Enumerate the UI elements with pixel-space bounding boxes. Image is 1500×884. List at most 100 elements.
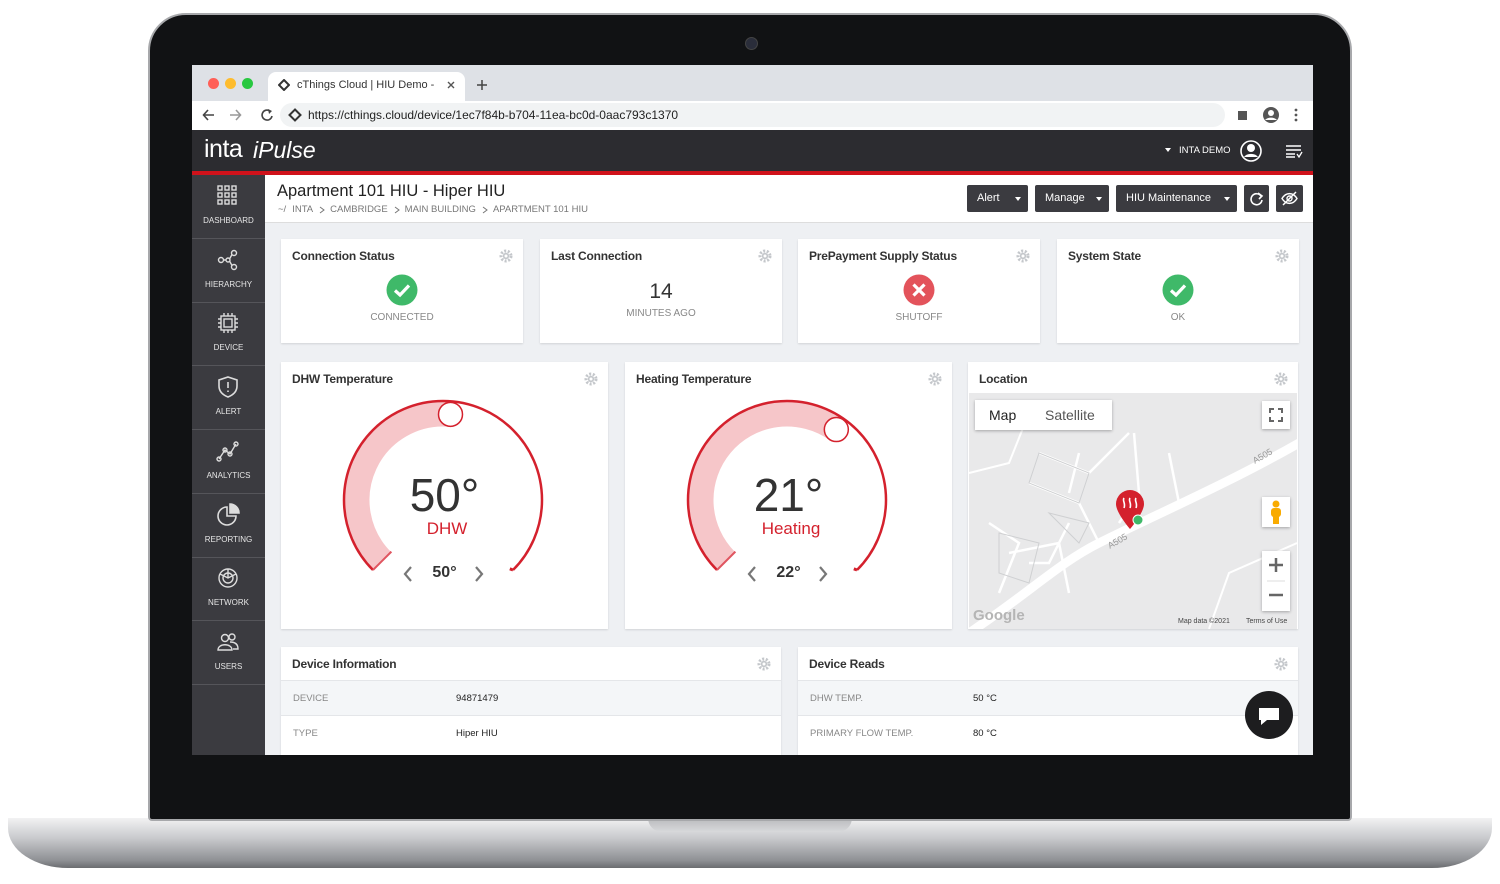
header-button[interactable]: Alert	[967, 185, 1028, 212]
card-title: DHW Temperature	[292, 372, 393, 386]
sidebar-label: ANALYTICS	[206, 470, 251, 480]
settings-icon[interactable]	[1275, 249, 1289, 263]
street-view[interactable]	[1262, 497, 1290, 527]
breadcrumb-separator	[394, 206, 400, 214]
header-button[interactable]: Manage	[1035, 185, 1109, 212]
row-value: Hiper HIU	[456, 728, 498, 739]
browser-icons[interactable]	[1236, 106, 1306, 124]
sidebar-icon	[218, 313, 238, 334]
active-tab[interactable]	[268, 72, 465, 101]
sidebar-icon	[218, 376, 238, 398]
settings-icon[interactable]	[1016, 249, 1030, 263]
header-accent	[192, 171, 1313, 175]
button-caret	[1096, 197, 1102, 201]
menu-icon[interactable]	[1285, 144, 1303, 158]
gauge-card: Heating Temperature 21° Heating 22°	[625, 362, 952, 629]
breadcrumb-item[interactable]: CAMBRIDGE	[330, 204, 388, 215]
row-label: DHW TEMP.	[810, 693, 863, 704]
settings-icon[interactable]	[757, 657, 771, 671]
logo-main: inta	[204, 135, 243, 163]
camera	[745, 37, 758, 50]
table-card: Device Information DEVICE 94871479 TYPE Hipe…	[281, 647, 781, 755]
laptop-notch	[648, 818, 852, 832]
breadcrumb-item[interactable]: INTA	[292, 204, 314, 215]
settings-icon[interactable]	[1274, 372, 1288, 386]
map[interactable]: A505 A505 Map Satellite Google Map data ©2021…	[969, 393, 1297, 629]
user-name[interactable]: INTA DEMO	[1179, 145, 1231, 156]
sidebar-label: DEVICE	[213, 343, 244, 353]
close-dot[interactable]	[208, 78, 219, 89]
table-row: TYPE Hiper HIU	[281, 715, 781, 751]
gauge-label: DHW	[426, 519, 468, 538]
sidebar-item[interactable]: DEVICE	[192, 302, 265, 367]
row-label: DEVICE	[293, 693, 329, 704]
sidebar-item[interactable]: ALERT	[192, 366, 265, 431]
map-terms[interactable]: Terms of Use	[1246, 618, 1288, 625]
status-icon	[386, 274, 418, 306]
refresh-icon	[1250, 192, 1264, 206]
minimize-dot[interactable]	[225, 78, 236, 89]
breadcrumb-item[interactable]: MAIN BUILDING	[404, 204, 476, 215]
map-type-button[interactable]: Map	[989, 407, 1017, 423]
table-row: DEVICE 94871479	[281, 680, 781, 716]
card-title: Last Connection	[551, 249, 643, 263]
breadcrumb-separator	[482, 206, 488, 214]
row-label: PRIMARY FLOW TEMP.	[810, 728, 914, 739]
tab-title: cThings Cloud | HIU Demo - Sr	[297, 79, 437, 91]
user-caret[interactable]	[1164, 147, 1172, 153]
new-tab[interactable]	[476, 79, 488, 91]
sidebar-item[interactable]: DASHBOARD	[192, 175, 265, 239]
settings-icon[interactable]	[758, 249, 772, 263]
gauge-reading: 21°	[753, 469, 824, 521]
card-title: Device Information	[292, 657, 397, 671]
status-card: PrePayment Supply Status SHUTOFF	[798, 239, 1040, 343]
row-value: 50 °C	[973, 693, 997, 704]
refresh-button[interactable]	[1244, 185, 1269, 212]
sidebar-item[interactable]: HIERARCHY	[192, 239, 265, 303]
map-marker[interactable]	[1114, 489, 1150, 533]
visibility-button[interactable]	[1276, 185, 1303, 212]
card-title: Location	[979, 372, 1028, 386]
tab-close[interactable]	[446, 80, 456, 90]
gauge[interactable]	[625, 362, 952, 629]
sidebar-item[interactable]: ANALYTICS	[192, 430, 265, 494]
map-type-control: Map Satellite	[975, 400, 1112, 430]
sidebar-label: NETWORK	[208, 598, 249, 608]
settings-icon[interactable]	[584, 372, 598, 386]
status-text: SHUTOFF	[895, 312, 943, 323]
table-row: PRIMARY FLOW TEMP. 80 °C	[798, 715, 1298, 751]
gauge-reading: 50°	[409, 469, 480, 521]
user-avatar[interactable]	[1239, 139, 1263, 163]
card-title: Device Reads	[809, 657, 885, 671]
sidebar-item[interactable]: NETWORK	[192, 557, 265, 622]
sidebar-icon	[217, 185, 237, 205]
map-type-button[interactable]: Satellite	[1045, 407, 1095, 423]
sidebar-item[interactable]: USERS	[192, 621, 265, 685]
page-title: Apartment 101 HIU - Hiper HIU	[277, 182, 506, 200]
settings-icon[interactable]	[928, 372, 942, 386]
map-provider: Google	[973, 607, 1025, 624]
status-card: System State OK	[1057, 239, 1299, 343]
settings-icon[interactable]	[1274, 657, 1288, 671]
button-label: Alert	[977, 192, 1000, 204]
settings-icon[interactable]	[499, 249, 513, 263]
row-value: 94871479	[456, 693, 499, 704]
fullscreen-button[interactable]	[1262, 401, 1290, 429]
sidebar-item[interactable]: REPORTING	[192, 494, 265, 558]
url-bar[interactable]	[280, 103, 1225, 127]
sidebar-icon	[216, 441, 239, 462]
header-button[interactable]: HIU Maintenance	[1116, 185, 1237, 212]
gauge[interactable]	[281, 362, 608, 629]
chat-button[interactable]	[1245, 691, 1293, 739]
zoom-control[interactable]	[1262, 551, 1290, 611]
location-card: Location A505 A505 Map Satellite Google Map da…	[968, 362, 1298, 629]
sidebar-icon	[217, 633, 239, 651]
status-text: MINUTES AGO	[626, 308, 696, 319]
card-title: PrePayment Supply Status	[809, 249, 957, 263]
nav-buttons[interactable]	[202, 107, 282, 123]
card-title: Heating Temperature	[636, 372, 752, 386]
gauge-setpoint: 50°	[432, 564, 457, 581]
maximize-dot[interactable]	[242, 78, 253, 89]
